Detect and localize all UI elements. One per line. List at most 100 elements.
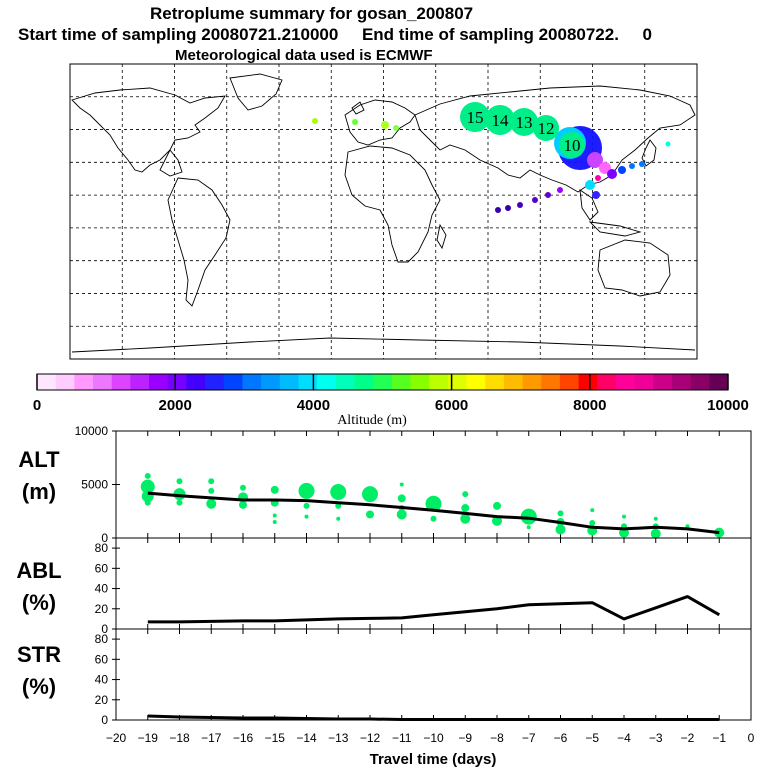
colorbar-cell bbox=[466, 374, 486, 390]
y-unit-abl: (%) bbox=[22, 590, 56, 615]
altitude-cluster-point bbox=[144, 472, 151, 479]
altitude-cluster-point bbox=[335, 502, 342, 509]
y-label-alt: ALT bbox=[18, 447, 60, 472]
y-label-str: STR bbox=[17, 642, 61, 667]
time-series-panels: 10000 5000 0 ALT (m) 80 60 40 20 0 ABL (%) 80 60 40 20 0… bbox=[16, 424, 754, 768]
colorbar-cell bbox=[634, 374, 654, 390]
altitude-cluster-point bbox=[140, 479, 155, 494]
chart-title: Retroplume summary for gosan_200807 bbox=[150, 4, 474, 23]
colorbar-cell bbox=[205, 374, 225, 390]
colorbar-cell bbox=[671, 374, 692, 390]
x-tick-label: −20 bbox=[106, 731, 127, 745]
colorbar-cell bbox=[578, 374, 598, 390]
x-tick-label: 0 bbox=[748, 731, 755, 745]
y-unit-str: (%) bbox=[22, 674, 56, 699]
altitude-cluster-point bbox=[520, 508, 537, 525]
colorbar-tick-label: 10000 bbox=[707, 397, 749, 414]
altitude-cluster-point bbox=[493, 501, 501, 510]
colorbar-label: Altitude (m) bbox=[337, 413, 407, 428]
altitude-cluster-point bbox=[557, 510, 564, 517]
x-tick-label: −15 bbox=[265, 731, 286, 745]
x-tick-label: −2 bbox=[681, 731, 695, 745]
plume-label-10: 10 bbox=[564, 136, 581, 155]
y-tick-label: 10000 bbox=[75, 424, 109, 438]
y-tick-label: 80 bbox=[95, 541, 109, 555]
colorbar-cell bbox=[391, 374, 412, 390]
colorbar-cell bbox=[111, 374, 131, 390]
altitude-cluster-point bbox=[397, 494, 406, 503]
colorbar-cell bbox=[279, 374, 299, 390]
colorbar-cell bbox=[186, 374, 206, 390]
colorbar-tick-label: 4000 bbox=[297, 397, 330, 414]
colorbar-cell bbox=[709, 374, 729, 390]
colorbar-cell bbox=[55, 374, 75, 390]
altitude-cluster-point bbox=[208, 478, 215, 485]
y-tick-label: 60 bbox=[95, 561, 109, 575]
colorbar-cell bbox=[522, 374, 542, 390]
x-tick-label: −17 bbox=[201, 731, 222, 745]
colorbar-cell bbox=[410, 374, 430, 390]
colorbar-cell bbox=[149, 374, 169, 390]
plume-cluster-10 bbox=[559, 132, 585, 158]
altitude-cluster-point bbox=[362, 486, 378, 503]
altitude-cluster-point bbox=[336, 516, 341, 521]
colorbar-cell bbox=[37, 374, 57, 390]
altitude-cluster-point bbox=[239, 500, 247, 509]
meteorological-data-line: Meteorological data used is ECMWF bbox=[175, 47, 433, 64]
altitude-cluster-point bbox=[396, 509, 407, 520]
plume-label-12: 12 bbox=[538, 119, 555, 138]
altitude-cluster-point bbox=[653, 516, 658, 521]
altitude-colorbar: 0 2000 4000 6000 8000 10000 Altitude (m) bbox=[33, 373, 749, 428]
x-axis-label: Travel time (days) bbox=[370, 751, 497, 768]
altitude-cluster-point bbox=[461, 504, 470, 513]
x-tick-label: −16 bbox=[233, 731, 254, 745]
altitude-cluster-point bbox=[555, 524, 566, 535]
altitude-cluster-point bbox=[425, 495, 442, 512]
x-tick-label: −7 bbox=[522, 731, 536, 745]
altitude-cluster-point bbox=[270, 485, 279, 494]
colorbar-cell bbox=[485, 374, 505, 390]
y-tick-label: 0 bbox=[101, 713, 108, 727]
altitude-cluster-point bbox=[272, 513, 277, 518]
colorbar-cell bbox=[167, 374, 187, 390]
y-tick-label: 0 bbox=[101, 531, 108, 545]
y-tick-label: 20 bbox=[95, 602, 109, 616]
altitude-cluster-point bbox=[176, 478, 183, 485]
y-tick-label: 40 bbox=[95, 582, 109, 596]
altitude-cluster-point bbox=[460, 513, 471, 524]
altitude-cluster-point bbox=[298, 482, 315, 499]
x-tick-label: −10 bbox=[423, 731, 444, 745]
plume-label-13: 13 bbox=[516, 113, 533, 132]
colorbar-cell bbox=[597, 374, 617, 390]
y-unit-alt: (m) bbox=[22, 479, 56, 504]
y-label-abl: ABL bbox=[16, 558, 61, 583]
panel-frame bbox=[115, 430, 752, 539]
plume-label-15: 15 bbox=[467, 108, 484, 127]
y-tick-label: 0 bbox=[101, 622, 108, 636]
x-tick-label: −6 bbox=[554, 731, 568, 745]
plume-cluster-15 bbox=[460, 102, 490, 132]
plume-day-labels: 15 14 13 12 10 bbox=[460, 102, 585, 158]
panel-frame bbox=[115, 628, 752, 721]
colorbar-tick-label: 2000 bbox=[159, 397, 192, 414]
panel-alt: 10000 5000 0 ALT (m) bbox=[18, 424, 752, 545]
x-tick-label: −14 bbox=[296, 731, 317, 745]
altitude-cluster-point bbox=[144, 499, 151, 506]
colorbar-cell bbox=[354, 374, 374, 390]
altitude-cluster-point bbox=[650, 528, 661, 539]
colorbar-cell bbox=[335, 374, 355, 390]
altitude-cluster-point bbox=[206, 498, 217, 509]
altitude-cluster-point bbox=[304, 514, 309, 519]
y-tick-label: 80 bbox=[95, 632, 109, 646]
colorbar-tick-label: 0 bbox=[33, 397, 41, 414]
x-tick-label: −9 bbox=[458, 731, 472, 745]
altitude-cluster-point bbox=[240, 484, 246, 491]
colorbar-cell bbox=[690, 374, 710, 390]
x-tick-label: −8 bbox=[490, 731, 504, 745]
altitude-cluster-point bbox=[176, 499, 183, 506]
altitude-cluster-point bbox=[208, 487, 215, 494]
colorbar-cell bbox=[130, 374, 150, 390]
plume-cluster-13 bbox=[510, 108, 538, 136]
colorbar-cell bbox=[261, 374, 281, 390]
